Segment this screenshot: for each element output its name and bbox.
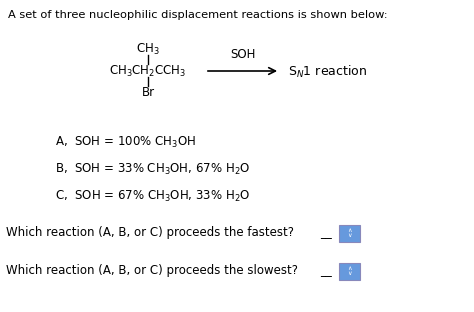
Text: Br: Br bbox=[141, 86, 155, 99]
FancyBboxPatch shape bbox=[339, 225, 361, 241]
Text: Which reaction (A, B, or C) proceeds the fastest?: Which reaction (A, B, or C) proceeds the… bbox=[6, 226, 294, 239]
Text: S$_N$1 reaction: S$_N$1 reaction bbox=[288, 64, 367, 80]
Text: A,  SOH = 100% CH$_3$OH: A, SOH = 100% CH$_3$OH bbox=[55, 135, 196, 150]
Text: CH$_3$: CH$_3$ bbox=[136, 42, 160, 57]
Text: CH$_3$CH$_2$CCH$_3$: CH$_3$CH$_2$CCH$_3$ bbox=[109, 64, 187, 79]
Text: B,  SOH = 33% CH$_3$OH, 67% H$_2$O: B, SOH = 33% CH$_3$OH, 67% H$_2$O bbox=[55, 162, 250, 177]
Text: __: __ bbox=[320, 264, 332, 277]
Text: A set of three nucleophilic displacement reactions is shown below:: A set of three nucleophilic displacement… bbox=[8, 10, 388, 20]
FancyBboxPatch shape bbox=[339, 262, 361, 280]
Text: ∧
∨: ∧ ∨ bbox=[348, 228, 352, 238]
Text: ∧
∨: ∧ ∨ bbox=[348, 266, 352, 276]
Text: C,  SOH = 67% CH$_3$OH, 33% H$_2$O: C, SOH = 67% CH$_3$OH, 33% H$_2$O bbox=[55, 189, 250, 204]
Text: SOH: SOH bbox=[230, 48, 255, 61]
Text: __: __ bbox=[320, 226, 332, 239]
Text: Which reaction (A, B, or C) proceeds the slowest?: Which reaction (A, B, or C) proceeds the… bbox=[6, 264, 298, 277]
